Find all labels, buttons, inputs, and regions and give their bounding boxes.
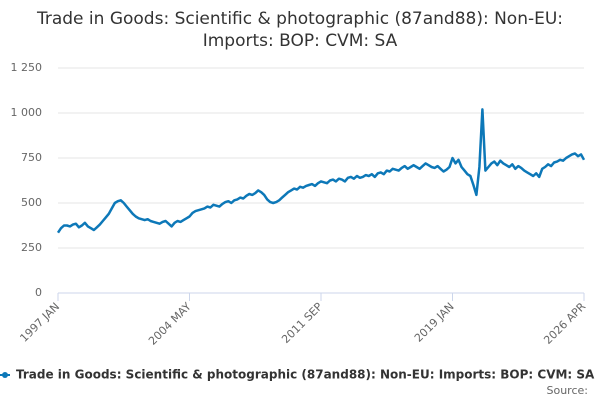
y-tick-label: 1 000	[11, 106, 43, 119]
y-tick-label: 250	[21, 241, 42, 254]
source-label: Source:	[547, 384, 589, 397]
y-tick-label: 500	[21, 196, 42, 209]
x-tick-label: 2019 JAN	[412, 300, 457, 345]
y-tick-label: 1 250	[11, 61, 43, 74]
legend-marker	[2, 372, 8, 378]
x-tick-label: 2004 MAY	[146, 300, 194, 348]
y-tick-label: 750	[21, 151, 42, 164]
legend-label: Trade in Goods: Scientific & photographi…	[16, 368, 595, 382]
x-tick-label: 1997 JAN	[17, 300, 62, 345]
line	[56, 108, 586, 234]
chart-title: Trade in Goods: Scientific & photographi…	[36, 9, 564, 51]
x-tick-label: 2011 SEP	[279, 300, 325, 346]
y-tick-label: 0	[35, 286, 42, 299]
x-tick-label: 2026 APR	[541, 300, 588, 347]
